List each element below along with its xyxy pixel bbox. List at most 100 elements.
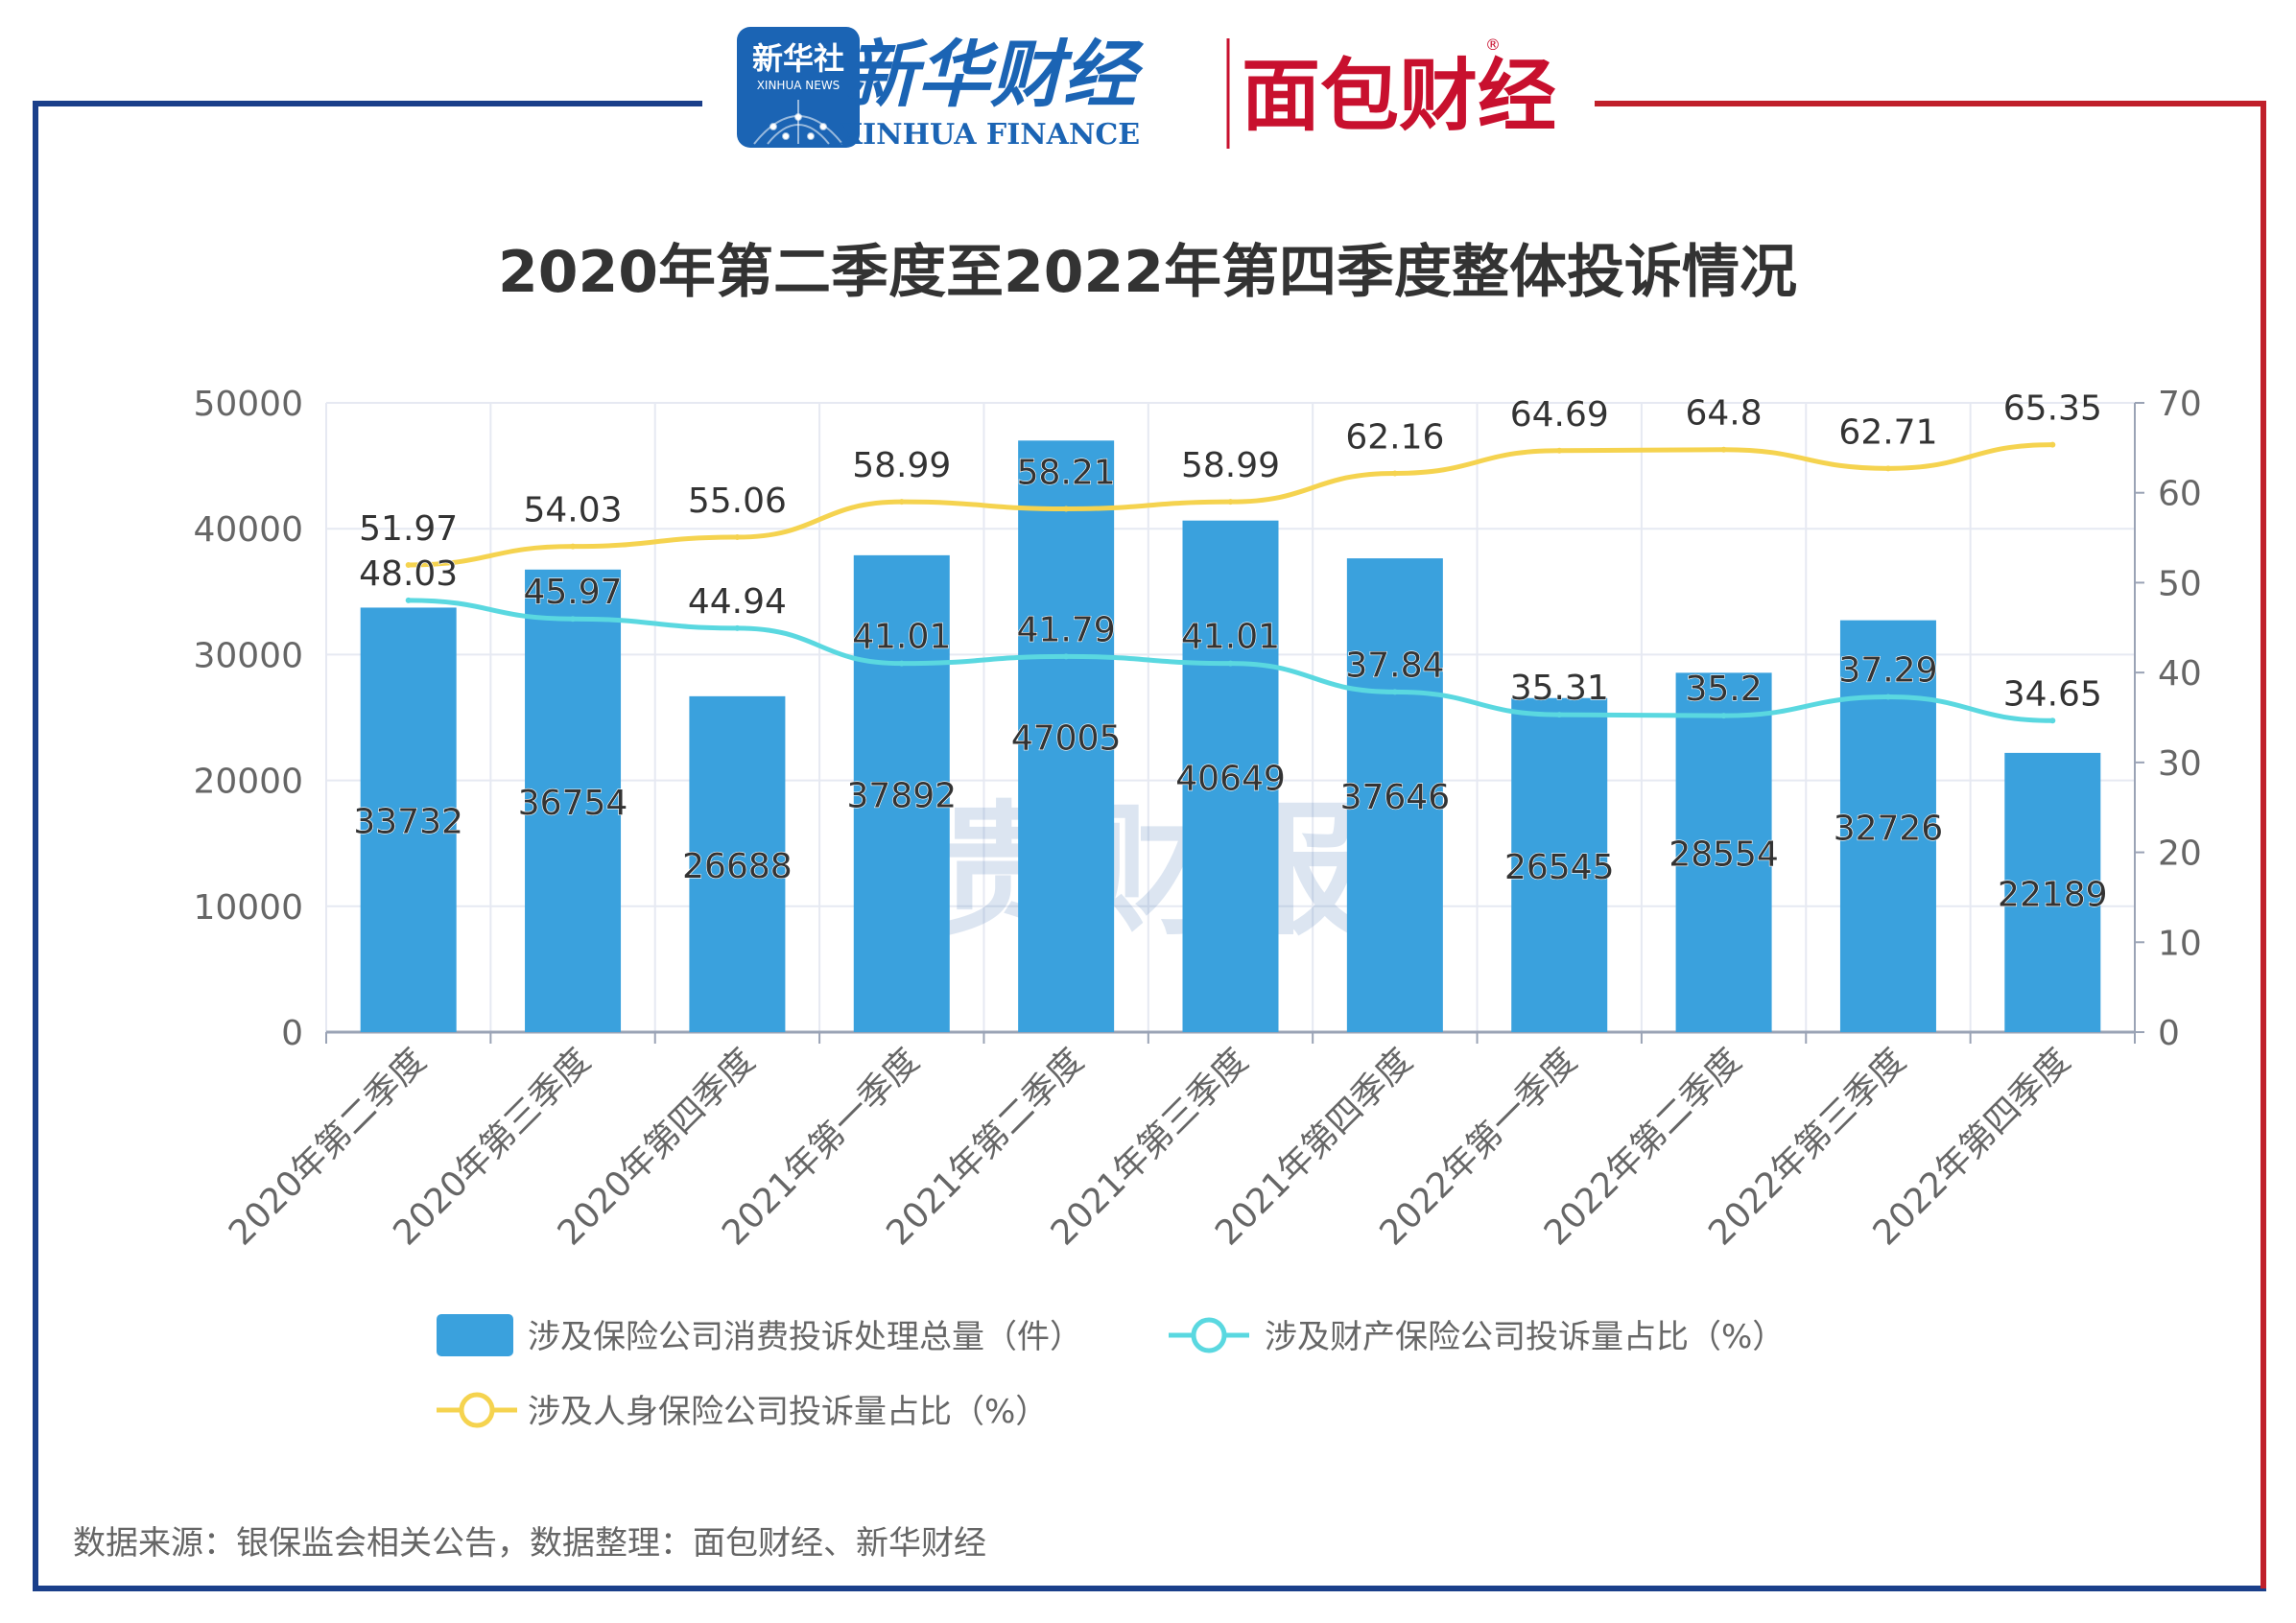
property-value-label: 41.79 xyxy=(1017,610,1116,649)
y-right-tick-label: 70 xyxy=(2158,385,2202,424)
life-value-label: 64.8 xyxy=(1686,394,1763,434)
property-value-label: 37.29 xyxy=(1838,651,1937,691)
y-right-tick-label: 50 xyxy=(2158,564,2202,603)
bar-value-label: 28554 xyxy=(1669,835,1779,875)
y-right-tick-label: 40 xyxy=(2158,654,2202,694)
xinhua-finance-cn: 新华财经 xyxy=(844,32,1145,117)
bar-value-label: 37892 xyxy=(847,776,958,815)
life-value-label: 58.21 xyxy=(1017,453,1116,492)
bar-value-label: 36754 xyxy=(518,784,628,823)
line-series xyxy=(405,441,2056,724)
life-point[interactable] xyxy=(1884,465,1891,472)
bar-value-label: 37646 xyxy=(1340,778,1451,817)
source-note: 数据来源：银保监会相关公告，数据整理：面包财经、新华财经 xyxy=(73,1524,986,1563)
y-right-tick-label: 10 xyxy=(2158,924,2202,963)
property-value-label: 48.03 xyxy=(359,554,458,594)
y-right-tick-label: 60 xyxy=(2158,475,2202,514)
life-point[interactable] xyxy=(405,561,412,568)
life-point[interactable] xyxy=(734,534,741,541)
xinhua-badge-top: 新华社 xyxy=(752,40,844,77)
legend-item-property[interactable]: 涉及财产保险公司投诉量占比（%） xyxy=(1169,1317,1785,1356)
legend-life-label: 涉及人身保险公司投诉量占比（%） xyxy=(528,1393,1048,1431)
property-point[interactable] xyxy=(1884,694,1891,700)
bar[interactable] xyxy=(1839,620,1936,1032)
bar[interactable] xyxy=(2004,752,2101,1032)
frame xyxy=(33,101,2266,1591)
life-value-label: 64.69 xyxy=(1510,395,1609,435)
legend-life-marker xyxy=(459,1392,495,1428)
life-point[interactable] xyxy=(2049,441,2056,448)
life-value-label: 62.71 xyxy=(1838,412,1937,452)
bar[interactable] xyxy=(1182,520,1279,1032)
property-point[interactable] xyxy=(405,597,412,603)
bar[interactable] xyxy=(1346,558,1443,1032)
bar-value-label: 40649 xyxy=(1175,759,1286,798)
bar-value-label: 26545 xyxy=(1504,848,1615,887)
property-point[interactable] xyxy=(898,660,905,667)
legend-item-life[interactable]: 涉及人身保险公司投诉量占比（%） xyxy=(437,1392,1048,1431)
property-point[interactable] xyxy=(734,624,741,631)
y-right-tick-label: 30 xyxy=(2158,744,2202,784)
life-point[interactable] xyxy=(1556,447,1563,454)
property-point[interactable] xyxy=(1720,713,1727,719)
bar[interactable] xyxy=(1675,672,1772,1032)
life-point[interactable] xyxy=(1063,506,1070,512)
bar-value-label: 33732 xyxy=(353,803,463,842)
property-point[interactable] xyxy=(1391,689,1398,695)
y-left-tick-label: 20000 xyxy=(193,763,303,802)
x-axis: 2020年第二季度2020年第三季度2020年第四季度2021年第一季度2021… xyxy=(222,1030,2136,1253)
life-value-label: 51.97 xyxy=(359,509,458,549)
legend-property-marker xyxy=(1191,1317,1227,1353)
y-left-tick-label: 30000 xyxy=(193,636,303,675)
life-value-label: 54.03 xyxy=(524,491,623,530)
y-left-tick-label: 0 xyxy=(281,1014,303,1053)
bar[interactable] xyxy=(1018,440,1115,1032)
y-right-tick-label: 0 xyxy=(2158,1014,2180,1053)
bar[interactable] xyxy=(360,607,457,1032)
life-value-label: 58.99 xyxy=(1181,446,1280,485)
property-point[interactable] xyxy=(1227,660,1234,667)
life-value-label: 55.06 xyxy=(688,482,787,521)
mianbao-logo: 面包财经 xyxy=(1242,51,1556,142)
bar-series xyxy=(360,440,2101,1032)
life-point[interactable] xyxy=(1720,446,1727,453)
life-point[interactable] xyxy=(570,543,577,550)
legend-bar-swatch xyxy=(437,1314,513,1356)
y-right-tick-label: 20 xyxy=(2158,835,2202,874)
xinhua-news-logo: 新华社 XINHUA NEWS xyxy=(737,27,860,148)
property-value-label: 35.31 xyxy=(1510,669,1609,708)
property-point[interactable] xyxy=(1556,712,1563,718)
property-point[interactable] xyxy=(1063,653,1070,660)
life-point[interactable] xyxy=(1227,499,1234,506)
property-value-label: 45.97 xyxy=(524,573,623,612)
property-value-label: 41.01 xyxy=(1181,618,1280,657)
header-logos: 新华社 XINHUA NEWS 新华财经 XINHUA FINANCE 面包财经… xyxy=(737,27,1556,152)
bar-value-label: 22189 xyxy=(1998,875,2108,914)
legend-item-bar[interactable]: 涉及保险公司消费投诉处理总量（件） xyxy=(437,1314,1082,1356)
property-point[interactable] xyxy=(570,616,577,623)
bar[interactable] xyxy=(1511,697,1608,1032)
legend: 涉及保险公司消费投诉处理总量（件） 涉及财产保险公司投诉量占比（%） 涉及人身保… xyxy=(437,1314,1785,1431)
property-point[interactable] xyxy=(2049,717,2056,724)
data-labels: 33732 36754 26688 37892 47005 40649 37646 26545… xyxy=(353,388,2108,915)
bar[interactable] xyxy=(853,554,950,1032)
life-value-label: 65.35 xyxy=(2003,389,2102,429)
y-left-tick-label: 50000 xyxy=(193,385,303,424)
life-point[interactable] xyxy=(1391,470,1398,477)
bar-value-label: 47005 xyxy=(1011,719,1122,759)
property-value-label: 44.94 xyxy=(688,582,787,622)
life-point[interactable] xyxy=(898,499,905,506)
property-value-label: 34.65 xyxy=(2003,674,2102,714)
property-value-label: 35.2 xyxy=(1686,670,1763,709)
watermark: 贵财报 xyxy=(932,788,1363,955)
life-value-label: 62.16 xyxy=(1345,417,1444,457)
bar-value-label: 32726 xyxy=(1834,809,1944,848)
y-left-tick-label: 10000 xyxy=(193,888,303,928)
property-value-label: 37.84 xyxy=(1345,646,1444,685)
bar[interactable] xyxy=(525,569,622,1032)
life-value-label: 58.99 xyxy=(852,446,951,485)
bar-value-label: 26688 xyxy=(682,847,793,886)
bar[interactable] xyxy=(689,695,786,1032)
legend-property-label: 涉及财产保险公司投诉量占比（%） xyxy=(1265,1318,1785,1356)
